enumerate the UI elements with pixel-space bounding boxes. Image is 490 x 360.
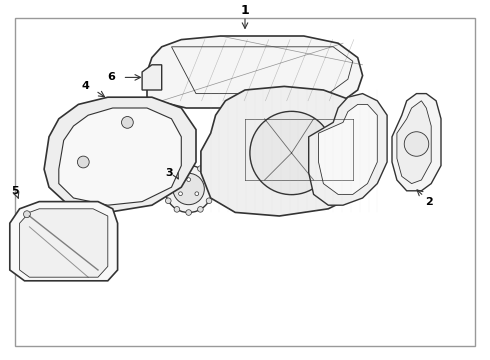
Circle shape <box>179 192 182 195</box>
Polygon shape <box>10 202 118 281</box>
Circle shape <box>24 211 30 218</box>
Circle shape <box>197 166 203 171</box>
Circle shape <box>166 174 171 180</box>
Circle shape <box>186 163 192 168</box>
Circle shape <box>186 210 192 215</box>
Circle shape <box>174 166 180 171</box>
Circle shape <box>404 132 429 156</box>
Polygon shape <box>20 209 108 277</box>
Polygon shape <box>147 36 363 108</box>
Circle shape <box>206 174 212 180</box>
Polygon shape <box>44 97 196 212</box>
Circle shape <box>187 178 191 181</box>
Circle shape <box>206 198 212 204</box>
Circle shape <box>162 186 168 192</box>
Circle shape <box>173 173 204 205</box>
Circle shape <box>166 198 171 204</box>
Circle shape <box>165 166 212 212</box>
Text: 5: 5 <box>11 186 19 196</box>
Circle shape <box>122 117 133 128</box>
Polygon shape <box>142 65 162 90</box>
Polygon shape <box>201 86 377 216</box>
Circle shape <box>174 207 180 212</box>
Text: 6: 6 <box>107 72 115 82</box>
Circle shape <box>209 186 215 192</box>
Circle shape <box>197 207 203 212</box>
Polygon shape <box>397 101 431 184</box>
Circle shape <box>195 192 198 195</box>
Polygon shape <box>309 94 387 205</box>
Polygon shape <box>318 104 377 194</box>
Polygon shape <box>59 108 181 205</box>
Text: 3: 3 <box>165 168 173 178</box>
Text: 2: 2 <box>425 197 433 207</box>
Circle shape <box>77 156 89 168</box>
Text: 1: 1 <box>241 4 249 17</box>
Circle shape <box>250 111 333 195</box>
Text: 4: 4 <box>82 81 90 91</box>
Polygon shape <box>392 94 441 191</box>
